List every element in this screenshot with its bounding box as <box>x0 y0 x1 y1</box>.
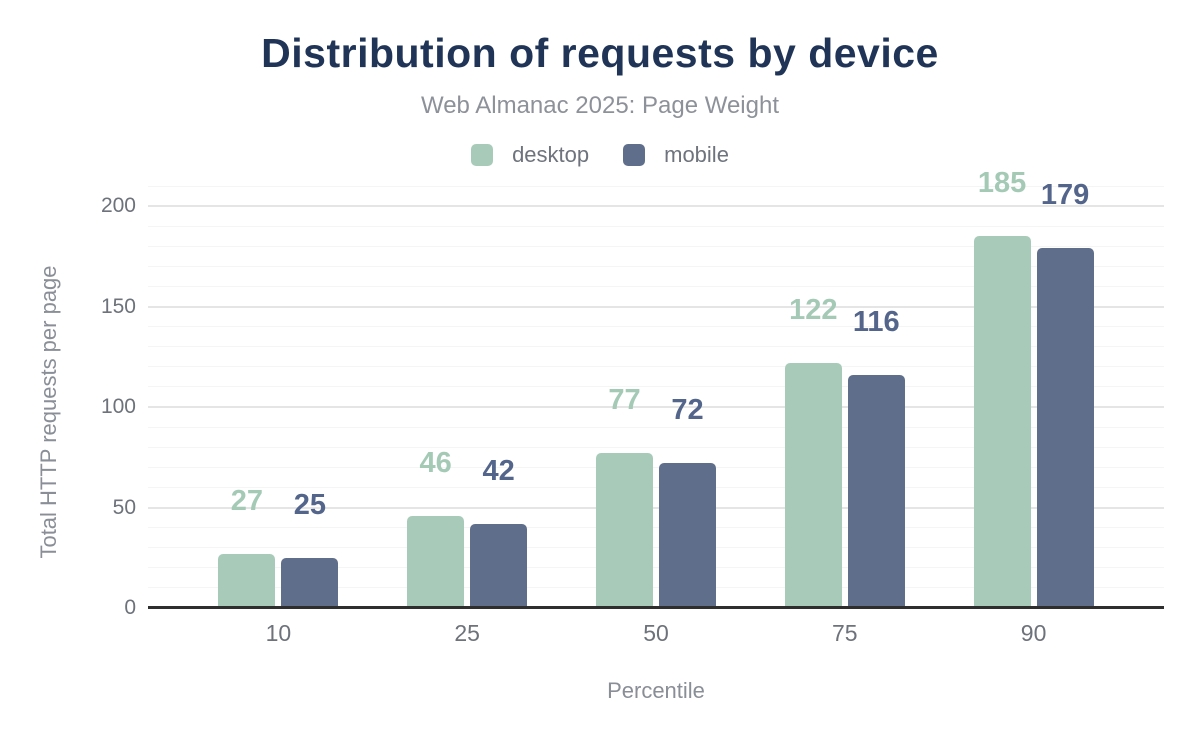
gridline-minor <box>148 225 1164 227</box>
gridline-minor <box>148 185 1164 187</box>
y-tick-label: 200 <box>100 194 136 218</box>
chart-legend: desktop mobile <box>0 142 1200 168</box>
gridline-minor <box>148 386 1164 388</box>
bar-desktop-p10 <box>218 553 276 608</box>
gridline-major <box>148 305 1164 308</box>
x-axis-line <box>148 606 1164 609</box>
gridline-minor <box>148 567 1164 569</box>
value-label-desktop-p75: 122 <box>789 293 838 326</box>
value-label-mobile-p10: 25 <box>293 488 327 521</box>
gridline-major <box>148 205 1164 208</box>
bar-mobile-p90 <box>1036 248 1094 608</box>
bar-mobile-p25 <box>470 523 528 608</box>
gridline-minor <box>148 547 1164 549</box>
value-label-desktop-p90: 185 <box>977 167 1027 200</box>
y-tick-label: 0 <box>124 596 136 619</box>
gridline-minor <box>148 446 1164 448</box>
bar-desktop-p25 <box>407 515 465 608</box>
gridline-minor <box>148 346 1164 348</box>
gridline-major <box>148 506 1164 509</box>
y-tick-label: 100 <box>100 395 136 419</box>
bar-desktop-p50 <box>596 453 653 608</box>
gridline-minor <box>148 486 1164 488</box>
y-tick-label: 150 <box>100 294 136 318</box>
chart-title: Distribution of requests by device <box>261 30 939 76</box>
legend-swatch-mobile-icon <box>623 144 646 166</box>
gridline-minor <box>148 466 1164 468</box>
legend-item-mobile: mobile <box>623 142 729 168</box>
value-label-mobile-p75: 116 <box>852 305 900 338</box>
bar-mobile-p10 <box>281 557 339 608</box>
legend-swatch-desktop-icon <box>471 144 494 166</box>
legend-label-desktop: desktop <box>512 142 590 167</box>
x-tick-label: 90 <box>1020 620 1047 646</box>
legend-label-mobile: mobile <box>664 142 729 167</box>
gridline-minor <box>148 245 1164 247</box>
plot-area: 27 25 46 42 77 72 122 116 185 179 <box>148 169 1164 609</box>
x-tick-label: 75 <box>832 620 858 646</box>
value-label-desktop-p10: 27 <box>230 484 264 517</box>
value-label-mobile-p90: 179 <box>1040 179 1090 212</box>
bar-mobile-p75 <box>847 374 905 608</box>
legend-item-desktop: desktop <box>471 142 589 168</box>
x-axis-title: Percentile <box>607 678 705 703</box>
y-tick-label: 50 <box>112 495 136 519</box>
value-label-mobile-p50: 72 <box>671 394 704 427</box>
gridline-minor <box>148 265 1164 267</box>
value-label-desktop-p50: 77 <box>608 384 641 417</box>
bar-desktop-p90 <box>973 236 1031 608</box>
bar-desktop-p75 <box>784 362 842 608</box>
bar-mobile-p50 <box>659 463 716 608</box>
x-tick-label: 10 <box>265 620 292 646</box>
gridline-minor <box>148 426 1164 428</box>
x-tick-label: 50 <box>643 620 669 646</box>
chart-subtitle: Web Almanac 2025: Page Weight <box>420 92 779 119</box>
gridline-major <box>148 406 1164 409</box>
gridline-minor <box>148 326 1164 328</box>
value-label-desktop-p25: 46 <box>419 446 452 479</box>
gridline-minor <box>148 285 1164 287</box>
x-tick-label: 25 <box>454 620 480 646</box>
gridline-minor <box>148 587 1164 589</box>
gridline-minor <box>148 527 1164 529</box>
gridline-minor <box>148 366 1164 368</box>
value-label-mobile-p25: 42 <box>482 454 515 487</box>
